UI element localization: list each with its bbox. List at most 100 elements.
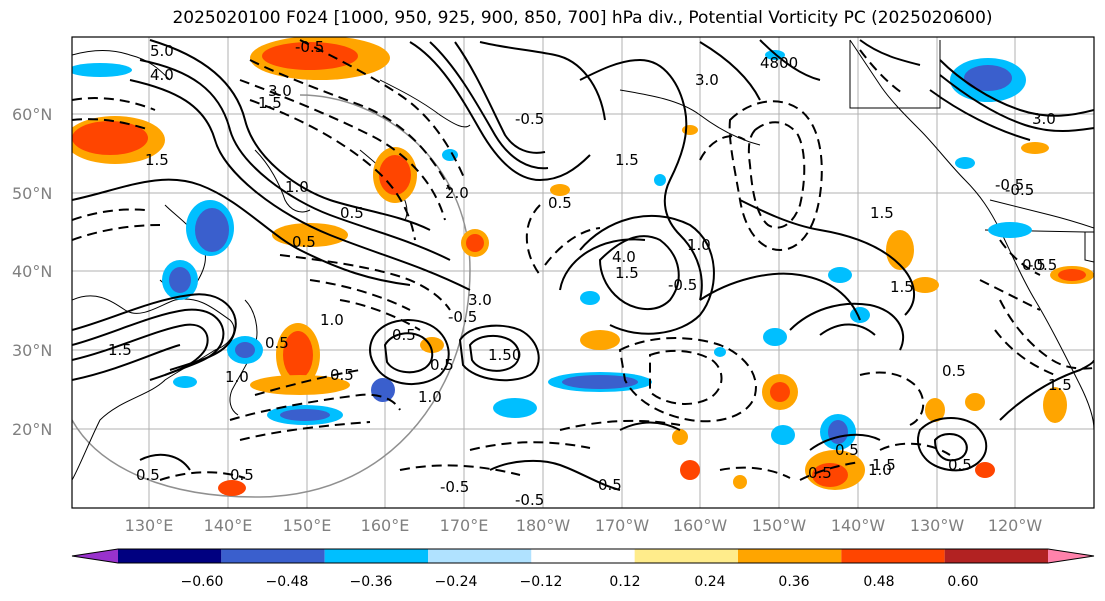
- lon-label: 170°W: [595, 516, 650, 535]
- lon-label: 160°W: [673, 516, 728, 535]
- contour-labels: 5.0 4.0 3.0 2.0 1.5 1.0 0.5 -0.5 -0.5 1.…: [108, 38, 1072, 509]
- lon-label: 140°W: [831, 516, 886, 535]
- contour-label: 0.5: [265, 334, 289, 352]
- contour-label: 0.5: [948, 456, 972, 474]
- contour-label: 0.5: [392, 326, 416, 344]
- lat-gridlines: [72, 113, 1094, 430]
- contour-label: 0.5: [942, 362, 966, 380]
- contour-label: 1.5: [145, 151, 169, 169]
- lon-label: 150°W: [752, 516, 807, 535]
- colorbar-segments: [71, 548, 1095, 564]
- colorbar-swatch: [72, 549, 118, 563]
- colorbar-swatch: [221, 549, 325, 563]
- contour-label: -0.5: [995, 176, 1024, 194]
- contour-label: 3.0: [1032, 110, 1056, 128]
- lat-label: 60°N: [12, 105, 52, 124]
- contour-label: 0.5: [835, 441, 859, 459]
- contour-label: 0.5: [330, 366, 354, 384]
- colorbar-outline: [71, 548, 1095, 564]
- contour-label: 4.0: [612, 248, 636, 266]
- contour-label: 1.0: [868, 461, 892, 479]
- contour-label: -0.5: [448, 308, 477, 326]
- contour-label: 1.50: [488, 346, 521, 364]
- contour-label: -0.5: [1028, 256, 1057, 274]
- contour-label: 1.5: [870, 204, 894, 222]
- contour-label: 1.5: [615, 264, 639, 282]
- contour-label: -0.5: [668, 276, 697, 294]
- lat-label: 40°N: [12, 262, 52, 281]
- contour-label: 3.0: [268, 82, 292, 100]
- lon-axis-labels: 130°E 140°E 150°E 160°E 170°E 180°W 170°…: [125, 516, 1043, 535]
- contour-label: 0.5: [230, 466, 254, 484]
- contour-label: 1.5: [1048, 376, 1072, 394]
- colorbar-tick-label: −0.24: [435, 574, 478, 590]
- colorbar-swatch: [531, 549, 635, 563]
- contour-label: 1.5: [890, 278, 914, 296]
- colorbar-swatch: [944, 549, 1048, 563]
- lat-label: 20°N: [12, 420, 52, 439]
- colorbar-tick-label: 0.60: [947, 574, 978, 590]
- contour-label: 0.5: [430, 356, 454, 374]
- colorbar-swatch: [428, 549, 532, 563]
- colorbar-swatch: [634, 549, 738, 563]
- colorbar-tick-label: 0.24: [694, 574, 725, 590]
- colorbar-tick-label: −0.12: [520, 574, 563, 590]
- colorbar-swatch: [738, 549, 842, 563]
- lon-label: 180°W: [516, 516, 571, 535]
- contour-label: 0.5: [548, 194, 572, 212]
- map-area: 5.0 4.0 3.0 2.0 1.5 1.0 0.5 -0.5 -0.5 1.…: [71, 36, 1095, 509]
- contour-label: 0.5: [136, 466, 160, 484]
- map-title: 2025020100 F024 [1000, 950, 925, 900, 85…: [172, 8, 993, 28]
- contour-label: 1.0: [285, 178, 309, 196]
- contour-label: 2.0: [445, 184, 469, 202]
- colorbar: −0.60 −0.48 −0.36 −0.24 −0.12 0.12 0.24 …: [71, 548, 1095, 590]
- contour-label: -0.5: [515, 110, 544, 128]
- contour-label: 4.0: [150, 66, 174, 84]
- colorbar-tick-label: −0.36: [350, 574, 393, 590]
- lon-label: 150°E: [283, 516, 332, 535]
- lon-label: 160°E: [361, 516, 410, 535]
- map-frame-fill: [72, 37, 1094, 508]
- colorbar-tick-label: 0.48: [863, 574, 894, 590]
- contour-label: 0.5: [340, 204, 364, 222]
- colorbar-tick-label: −0.60: [181, 574, 224, 590]
- contour-label: -0.5: [440, 478, 469, 496]
- lat-axis-labels: 60°N 50°N 40°N 30°N 20°N: [12, 105, 52, 439]
- map-frame-border: [71, 36, 1095, 509]
- colorbar-tick-label: −0.48: [266, 574, 309, 590]
- colorbar-swatch: [1048, 549, 1094, 563]
- contour-label: -0.5: [1005, 181, 1034, 199]
- contour-label: 1.5: [108, 341, 132, 359]
- contour-label: 3.0: [468, 291, 492, 309]
- contour-label: 0.5: [598, 476, 622, 494]
- lon-label: 170°E: [440, 516, 489, 535]
- colorbar-swatch: [324, 549, 428, 563]
- colorbar-swatch: [118, 549, 222, 563]
- contour-label: 3.0: [695, 71, 719, 89]
- lat-label: 50°N: [12, 184, 52, 203]
- colorbar-tick-labels: −0.60 −0.48 −0.36 −0.24 −0.12 0.12 0.24 …: [181, 574, 979, 590]
- contour-label: 1.0: [225, 368, 249, 386]
- contour-label: 1.5: [258, 94, 282, 112]
- contour-label: 0.5: [292, 233, 316, 251]
- lat-label: 30°N: [12, 341, 52, 360]
- contour-label: 0.5: [808, 464, 832, 482]
- colorbar-tick-label: 0.12: [609, 574, 640, 590]
- solid-contours: [72, 39, 1094, 491]
- lon-label: 130°W: [910, 516, 965, 535]
- contour-label: -0.5: [515, 491, 544, 509]
- contour-label: 1.0: [687, 236, 711, 254]
- contour-label: 1.5: [615, 151, 639, 169]
- colorbar-tick-label: 0.36: [778, 574, 809, 590]
- contour-label: 1.5: [872, 456, 896, 474]
- colorbar-swatch: [841, 549, 945, 563]
- lon-label: 120°W: [988, 516, 1043, 535]
- lon-label: 140°E: [204, 516, 253, 535]
- contour-label: 1.0: [418, 388, 442, 406]
- contour-label: 5.0: [150, 42, 174, 60]
- contour-label: 0.5: [1022, 256, 1046, 274]
- dashed-contours: [72, 39, 1094, 481]
- contour-label: -0.5: [295, 38, 324, 56]
- contour-label: 1.0: [320, 311, 344, 329]
- lon-label: 130°E: [125, 516, 174, 535]
